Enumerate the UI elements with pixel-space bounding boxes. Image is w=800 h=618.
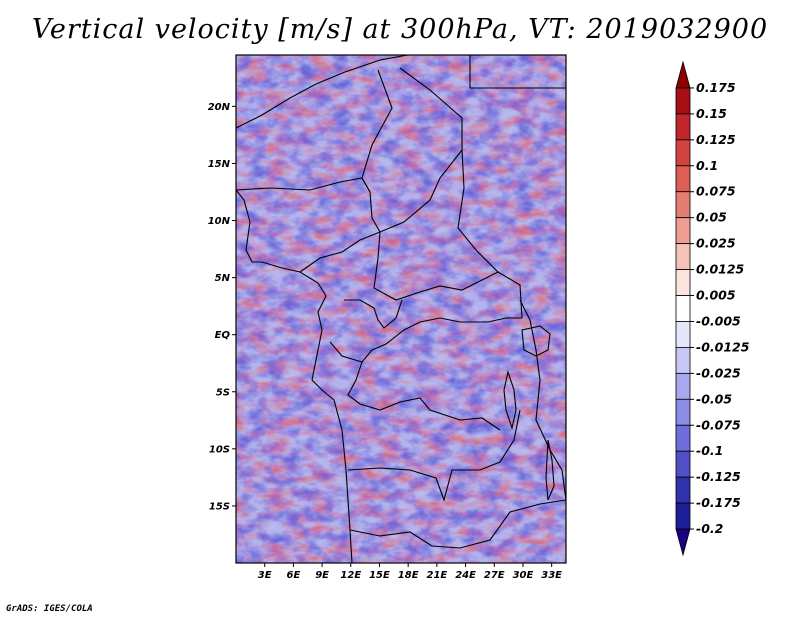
colorbar-label: 0.175 <box>696 80 736 95</box>
lon-label: 33E <box>541 570 562 581</box>
lon-label: 9E <box>315 570 329 581</box>
colorbar-swatch <box>675 502 691 530</box>
lake-tanganyika <box>503 369 517 431</box>
border-11 <box>349 499 566 549</box>
latitude-axis: 20N 15N 10N 5N EQ 5S 10S 15S <box>208 102 236 512</box>
colorbar-swatch <box>675 243 691 270</box>
colorbar-swatch <box>675 476 691 504</box>
border-14 <box>519 299 566 501</box>
colorbar-label: 0.005 <box>696 288 736 303</box>
border-6 <box>373 231 499 301</box>
colorbar-swatch <box>675 139 691 167</box>
colorbar: 0.175 0.15 0.125 0.1 0.075 0.05 0.025 0.0125 0.0… <box>675 60 750 557</box>
colorbar-label: 0.05 <box>696 210 727 225</box>
lon-label: 30E <box>513 570 534 581</box>
lon-label: 24E <box>455 570 476 581</box>
lat-label: 5N <box>215 273 231 284</box>
colorbar-swatch <box>675 321 691 348</box>
coastline-west <box>236 189 353 563</box>
colorbar-label: -0.005 <box>696 313 741 328</box>
grads-credit: GrADS: IGES/COLA <box>6 604 93 614</box>
lon-label: 3E <box>258 570 272 581</box>
colorbar-swatch <box>675 60 691 89</box>
colorbar-swatch <box>675 347 691 374</box>
map-title: Vertical velocity [m/s] at 300hPa, VT: 2… <box>31 14 769 45</box>
colorbar-swatch <box>675 398 691 426</box>
border-9 <box>347 361 501 431</box>
border-4 <box>457 149 523 319</box>
lon-label: 18E <box>398 570 419 581</box>
lat-label: 10N <box>208 216 231 227</box>
colorbar-label: 0.1 <box>696 158 718 173</box>
colorbar-label: 0.025 <box>696 236 736 251</box>
colorbar-label: -0.025 <box>696 365 741 380</box>
colorbar-swatch <box>675 424 691 452</box>
longitude-axis: 3E 6E 9E 12E 15E 18E 21E 24E 27E 30E 33E <box>258 563 562 581</box>
colorbar-label: 0.075 <box>696 184 736 199</box>
colorbar-label: -0.075 <box>696 417 741 432</box>
colorbar-label: -0.05 <box>696 391 732 406</box>
lon-label: 12E <box>340 570 361 581</box>
colorbar-swatch <box>675 528 691 557</box>
colorbar-swatch <box>675 87 691 115</box>
colorbar-label: -0.1 <box>696 443 723 458</box>
colorbar-label: -0.0125 <box>696 339 750 354</box>
lon-label: 15E <box>369 570 390 581</box>
colorbar-label: -0.125 <box>696 469 741 484</box>
border-1 <box>236 55 409 129</box>
lat-label: 10S <box>209 444 230 455</box>
colorbar-swatch <box>675 113 691 141</box>
colorbar-swatch <box>675 165 691 193</box>
lat-label: 5S <box>216 387 230 398</box>
border-3 <box>379 67 463 233</box>
lat-label: 20N <box>208 102 231 113</box>
lake-victoria <box>521 325 551 357</box>
velocity-field <box>236 55 566 563</box>
border-5 <box>236 177 381 273</box>
colorbar-label: 0.125 <box>696 132 736 147</box>
map-frame <box>235 54 567 564</box>
lat-label: 15N <box>208 159 231 170</box>
lake-malawi <box>545 439 555 501</box>
colorbar-swatch <box>675 269 691 296</box>
colorbar-label: 0.15 <box>696 106 727 121</box>
lon-label: 6E <box>286 570 300 581</box>
map-panel <box>235 54 567 564</box>
colorbar-swatch <box>675 191 691 219</box>
lat-label: EQ <box>215 330 231 341</box>
lat-label: 15S <box>209 501 230 512</box>
map-borders <box>236 55 566 563</box>
lon-label: 21E <box>426 570 447 581</box>
border-7 <box>344 299 403 329</box>
border-10 <box>347 409 521 502</box>
lon-label: 27E <box>484 570 505 581</box>
colorbar-swatch <box>675 295 691 322</box>
colorbar-swatch <box>675 372 691 400</box>
colorbar-swatch <box>675 217 691 245</box>
border-8 <box>329 317 522 363</box>
colorbar-label: 0.0125 <box>696 262 745 277</box>
colorbar-label: -0.175 <box>696 495 741 510</box>
colorbar-swatch <box>675 450 691 478</box>
colorbar-label: -0.2 <box>696 521 723 536</box>
